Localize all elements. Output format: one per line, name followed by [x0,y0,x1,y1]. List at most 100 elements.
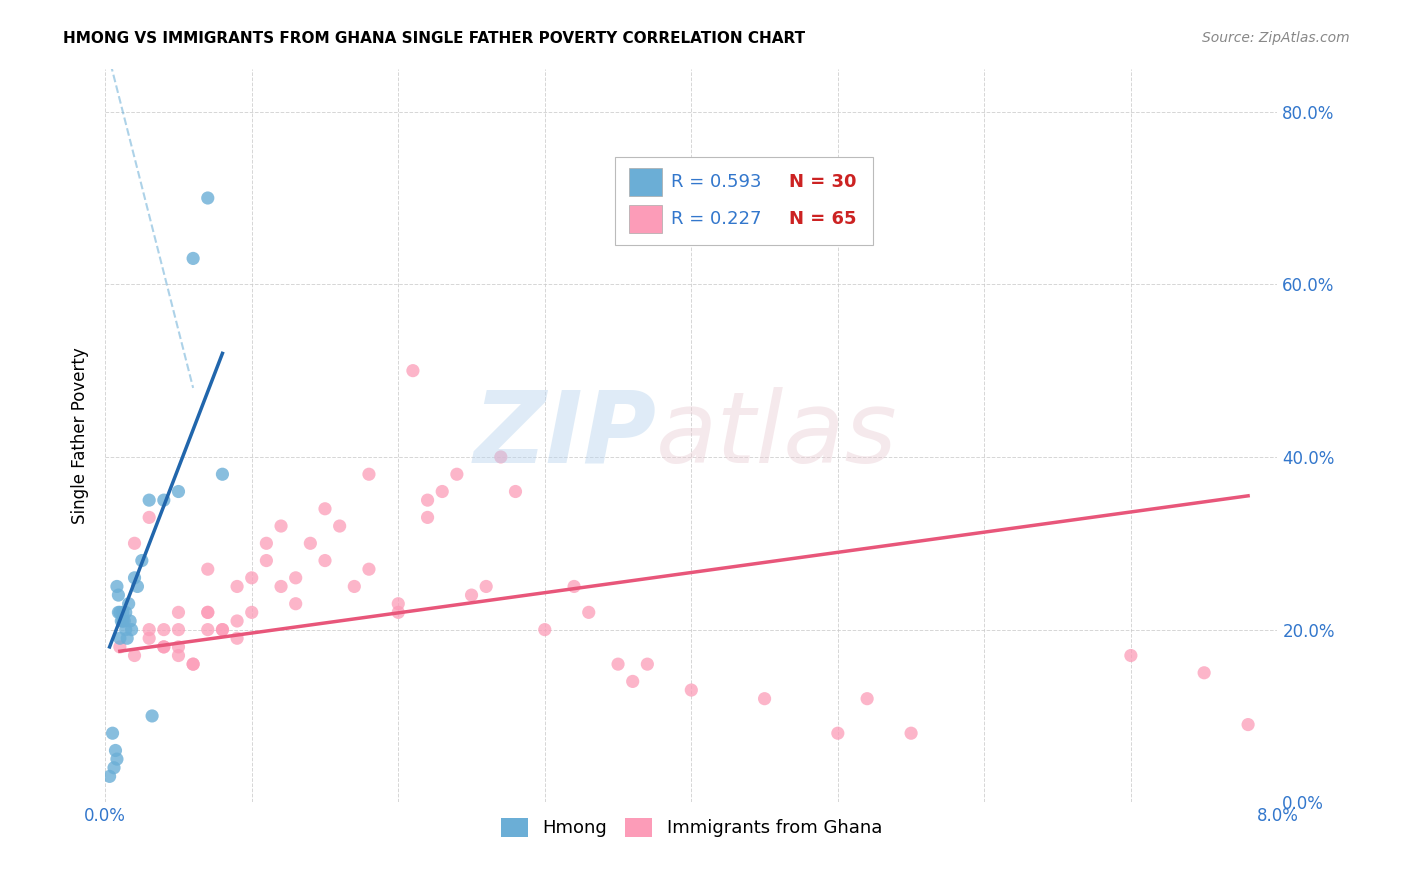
Point [270,519,292,533]
Text: R = 0.227: R = 0.227 [672,210,762,228]
Point [153,623,176,637]
Point [211,623,233,637]
Point [197,623,219,637]
Point [181,252,204,266]
Point [1237,717,1260,731]
Point [1192,665,1215,680]
Point [284,571,307,585]
Point [343,579,366,593]
Point [607,657,630,672]
Point [98,769,121,783]
Point [416,493,439,508]
Text: ZIP: ZIP [474,387,657,483]
Point [357,562,380,576]
Point [240,571,263,585]
Text: Source: ZipAtlas.com: Source: ZipAtlas.com [1202,31,1350,45]
Point [270,579,292,593]
Bar [628,169,662,196]
Point [138,510,160,524]
Point [226,579,249,593]
Text: atlas: atlas [657,387,898,483]
Point [101,726,124,740]
Point [578,605,600,619]
Point [1119,648,1142,663]
Point [138,493,160,508]
Point [167,623,190,637]
Point [254,553,277,567]
Point [105,752,128,766]
Point [197,562,219,576]
Point [167,484,190,499]
Point [108,632,131,646]
Point [153,493,176,508]
Point [432,484,454,499]
Point [108,605,131,619]
Point [111,605,134,619]
Y-axis label: Single Father Poverty: Single Father Poverty [72,347,89,524]
Point [104,743,127,757]
Point [314,501,336,516]
Point [387,605,409,619]
Point [724,174,747,188]
Point [114,623,136,637]
Point [118,597,141,611]
Point [284,597,307,611]
Point [153,640,176,654]
Point [226,614,249,628]
Point [153,640,176,654]
Point [416,510,439,524]
Bar [628,205,662,233]
Point [141,709,163,723]
Point [402,364,425,378]
Point [211,467,233,482]
Point [131,553,153,567]
Point [138,623,160,637]
Point [226,632,249,646]
Point [387,597,409,611]
Point [562,579,585,593]
Point [446,467,468,482]
Point [120,614,142,628]
Point [357,467,380,482]
Point [124,571,146,585]
Point [460,588,482,602]
Point [329,519,352,533]
Point [115,632,138,646]
Text: HMONG VS IMMIGRANTS FROM GHANA SINGLE FATHER POVERTY CORRELATION CHART: HMONG VS IMMIGRANTS FROM GHANA SINGLE FA… [63,31,806,46]
Legend: Hmong, Immigrants from Ghana: Hmong, Immigrants from Ghana [494,811,889,845]
Point [138,632,160,646]
Point [505,484,527,499]
Point [197,605,219,619]
Point [127,579,149,593]
Point [681,683,703,698]
Point [114,605,136,619]
Point [636,657,658,672]
Point [124,536,146,550]
Point [489,450,512,464]
Point [124,648,146,663]
Point [167,605,190,619]
Point [299,536,322,550]
Point [103,761,125,775]
Point [827,726,849,740]
Point [197,191,219,205]
Point [856,691,879,706]
Point [108,640,131,654]
Point [107,605,129,619]
Point [121,623,143,637]
Point [111,614,134,628]
Point [112,614,135,628]
Bar [614,157,873,244]
Point [107,588,129,602]
Point [167,640,190,654]
Point [533,623,555,637]
Point [197,605,219,619]
Point [254,536,277,550]
Point [900,726,922,740]
Point [181,657,204,672]
Point [167,648,190,663]
Point [621,674,644,689]
Point [110,614,132,628]
Point [475,579,498,593]
Point [240,605,263,619]
